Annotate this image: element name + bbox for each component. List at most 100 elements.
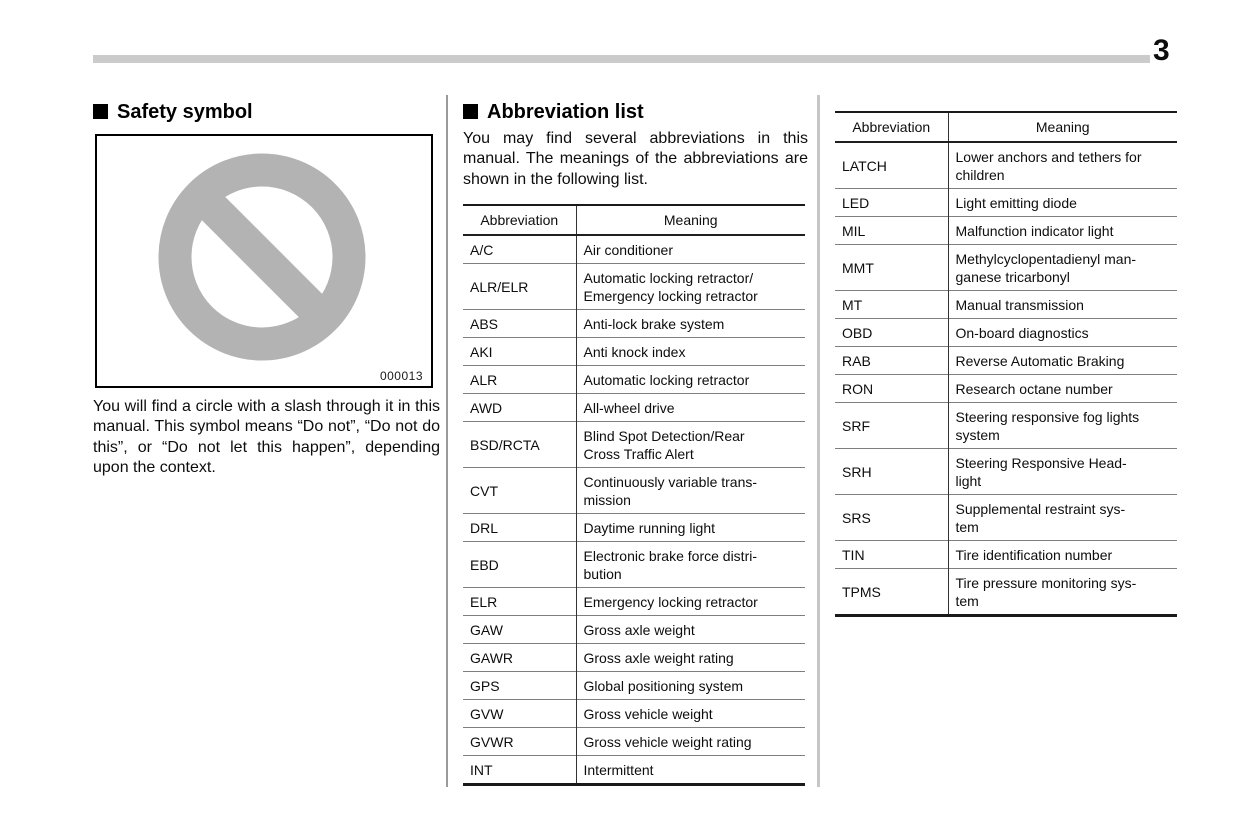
abbreviation-cell: SRH — [835, 448, 949, 495]
meaning-cell: Methylcyclopentadienyl man- ganese trica… — [948, 244, 1177, 291]
meaning-cell: Gross axle weight rating — [576, 643, 805, 672]
meaning-cell: Steering Responsive Head- light — [948, 448, 1177, 495]
abbreviation-cell: LED — [835, 188, 949, 217]
safety-symbol-heading: Safety symbol — [93, 100, 253, 124]
table-header-row: Abbreviation Meaning — [463, 205, 805, 236]
abbreviation-cell: ELR — [463, 587, 577, 616]
abbreviation-list-heading: Abbreviation list — [463, 100, 644, 124]
abbreviation-cell: GPS — [463, 671, 577, 700]
meaning-cell: All-wheel drive — [576, 393, 805, 422]
table-row: TIN Tire identification number — [835, 540, 1177, 569]
table-row: SRH Steering Responsive Head- light — [835, 448, 1177, 495]
table-row: DRL Daytime running light — [463, 513, 805, 542]
table-row: GPS Global positioning system — [463, 671, 805, 700]
table-row: ALR/ELR Automatic locking retractor/ Emer… — [463, 263, 805, 310]
meaning-cell: Supplemental restraint sys- tem — [948, 494, 1177, 541]
meaning-cell: Blind Spot Detection/Rear Cross Traffic … — [576, 421, 805, 468]
header-rule — [93, 55, 1150, 63]
abbreviation-table-2: Abbreviation Meaning LATCH Lower anchors … — [835, 111, 1177, 617]
meaning-cell: Anti-lock brake system — [576, 309, 805, 338]
abbreviation-column-header: Abbreviation — [835, 112, 949, 143]
meaning-cell: Gross axle weight — [576, 615, 805, 644]
meaning-column-header: Meaning — [576, 205, 805, 236]
meaning-cell: Electronic brake force distri- bution — [576, 541, 805, 588]
abbreviation-cell: AWD — [463, 393, 577, 422]
table-row: OBD On-board diagnostics — [835, 318, 1177, 347]
safety-symbol-description: You will find a circle with a slash thro… — [93, 398, 440, 476]
table-row: BSD/RCTA Blind Spot Detection/Rear Cross … — [463, 421, 805, 468]
meaning-cell: Tire pressure monitoring sys- tem — [948, 568, 1177, 616]
table-row: SRF Steering responsive fog lights system — [835, 402, 1177, 449]
meaning-cell: Air conditioner — [576, 234, 805, 264]
abbreviation-cell: EBD — [463, 541, 577, 588]
table-row: INT Intermittent — [463, 755, 805, 785]
section-bullet-icon — [93, 104, 108, 119]
abbreviation-cell: LATCH — [835, 141, 949, 189]
abbreviation-cell: BSD/RCTA — [463, 421, 577, 468]
meaning-cell: Anti knock index — [576, 337, 805, 366]
table-header-row: Abbreviation Meaning — [835, 112, 1177, 143]
meaning-cell: Automatic locking retractor — [576, 365, 805, 394]
meaning-cell: Steering responsive fog lights system — [948, 402, 1177, 449]
safety-symbol-figure: 000013 — [95, 134, 433, 388]
abbreviation-table: Abbreviation Meaning LATCH Lower anchors … — [835, 111, 1177, 617]
meaning-column-header: Meaning — [948, 112, 1177, 143]
abbreviation-cell: OBD — [835, 318, 949, 347]
table-row: MMT Methylcyclopentadienyl man- ganese tr… — [835, 244, 1177, 291]
abbreviation-cell: INT — [463, 755, 577, 785]
abbreviation-table-1: Abbreviation Meaning A/C Air conditioner A… — [463, 204, 805, 786]
meaning-cell: Continuously variable trans- mission — [576, 467, 805, 514]
table-row: CVT Continuously variable trans- mission — [463, 467, 805, 514]
meaning-cell: Daytime running light — [576, 513, 805, 542]
abbreviation-cell: RON — [835, 374, 949, 403]
abbreviation-cell: GAWR — [463, 643, 577, 672]
meaning-cell: Tire identification number — [948, 540, 1177, 569]
abbreviation-cell: A/C — [463, 234, 577, 264]
abbreviation-cell: SRF — [835, 402, 949, 449]
section-bullet-icon — [463, 104, 478, 119]
safety-symbol-heading-label: Safety symbol — [117, 101, 253, 123]
table-row: AKI Anti knock index — [463, 337, 805, 366]
table-row: ALR Automatic locking retractor — [463, 365, 805, 394]
table-row: A/C Air conditioner — [463, 234, 805, 264]
table-row: GVWR Gross vehicle weight rating — [463, 727, 805, 756]
meaning-cell: Lower anchors and tethers for children — [948, 141, 1177, 189]
table-row: MT Manual transmission — [835, 290, 1177, 319]
table-row: RON Research octane number — [835, 374, 1177, 403]
meaning-cell: Emergency locking retractor — [576, 587, 805, 616]
meaning-cell: Reverse Automatic Braking — [948, 346, 1177, 375]
meaning-cell: Intermittent — [576, 755, 805, 785]
meaning-cell: Research octane number — [948, 374, 1177, 403]
meaning-cell: Gross vehicle weight — [576, 699, 805, 728]
abbreviation-cell: RAB — [835, 346, 949, 375]
abbreviation-cell: ALR/ELR — [463, 263, 577, 310]
table-row: GAW Gross axle weight — [463, 615, 805, 644]
table-row: ELR Emergency locking retractor — [463, 587, 805, 616]
meaning-cell: Manual transmission — [948, 290, 1177, 319]
abbreviation-list-heading-label: Abbreviation list — [487, 101, 644, 123]
table-row: AWD All-wheel drive — [463, 393, 805, 422]
column-divider — [817, 95, 820, 787]
table-row: ABS Anti-lock brake system — [463, 309, 805, 338]
abbreviation-cell: SRS — [835, 494, 949, 541]
abbreviation-cell: GVW — [463, 699, 577, 728]
table-row: TPMS Tire pressure monitoring sys- tem — [835, 568, 1177, 616]
abbreviation-column-header: Abbreviation — [463, 205, 577, 236]
abbreviation-cell: DRL — [463, 513, 577, 542]
meaning-cell: Automatic locking retractor/ Emergency l… — [576, 263, 805, 310]
meaning-cell: Malfunction indicator light — [948, 216, 1177, 245]
table-row: LATCH Lower anchors and tethers for child… — [835, 141, 1177, 189]
abbreviation-cell: TPMS — [835, 568, 949, 616]
page-number: 3 — [1153, 34, 1170, 67]
abbreviation-cell: AKI — [463, 337, 577, 366]
prohibition-icon — [158, 153, 366, 361]
abbreviation-cell: CVT — [463, 467, 577, 514]
abbreviation-cell: ALR — [463, 365, 577, 394]
table-row: GVW Gross vehicle weight — [463, 699, 805, 728]
abbreviation-list-intro: You may find several abbreviations in th… — [463, 130, 808, 188]
table-row: SRS Supplemental restraint sys- tem — [835, 494, 1177, 541]
abbreviation-cell: ABS — [463, 309, 577, 338]
table-row: LED Light emitting diode — [835, 188, 1177, 217]
abbreviation-cell: GVWR — [463, 727, 577, 756]
table-row: MIL Malfunction indicator light — [835, 216, 1177, 245]
